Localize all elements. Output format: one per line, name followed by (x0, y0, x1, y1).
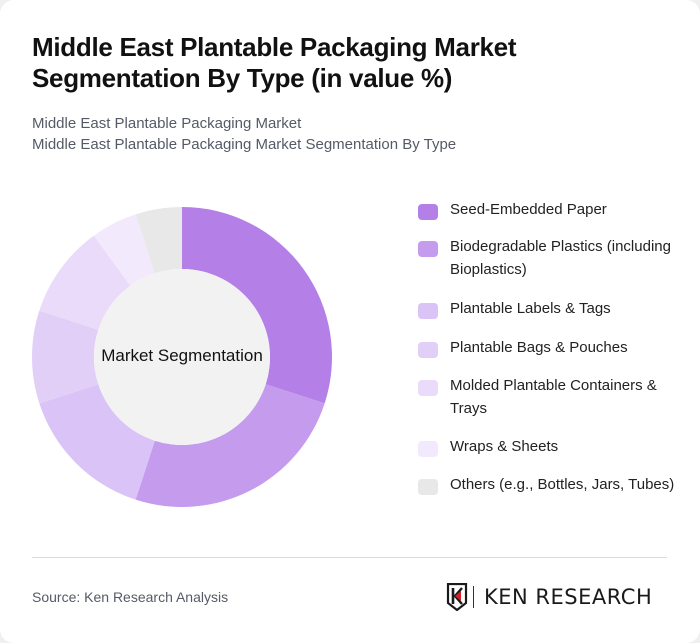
chart-subtitle: Middle East Plantable Packaging Market M… (32, 113, 672, 155)
legend-swatch (418, 303, 438, 319)
donut-slice[interactable] (39, 384, 155, 500)
legend-item-plantable-bags-pouches[interactable]: Plantable Bags & Pouches (418, 336, 678, 359)
legend-label: Plantable Bags & Pouches (450, 339, 628, 356)
legend-swatch (418, 441, 438, 457)
logo-separator (473, 586, 474, 608)
footer-divider (32, 557, 667, 558)
legend-label: Seed-Embedded Paper (450, 201, 607, 218)
donut-slice[interactable] (135, 207, 182, 274)
donut-slice[interactable] (93, 214, 155, 286)
subtitle-market: Middle East Plantable Packaging Market (32, 115, 302, 132)
legend-item-biodegradable-plastics[interactable]: Biodegradable Plastics (including Biopla… (418, 235, 678, 281)
donut-slice[interactable] (39, 235, 131, 330)
chart-title: Middle East Plantable Packaging Market S… (32, 32, 517, 93)
legend-label: Wraps & Sheets (450, 438, 559, 455)
legend-swatch (418, 380, 438, 396)
legend-label: Biodegradable Plastics (including Biopla… (450, 238, 671, 278)
legend-item-seed-embedded-paper[interactable]: Seed-Embedded Paper (418, 198, 678, 221)
legend-swatch (418, 342, 438, 358)
subtitle-segmentation: Middle East Plantable Packaging Market S… (32, 136, 457, 153)
donut-svg (32, 207, 332, 507)
legend-item-wraps-sheets[interactable]: Wraps & Sheets (418, 435, 678, 458)
logo-text: KEN RESEARCH (484, 585, 653, 609)
legend-swatch (418, 204, 438, 220)
ken-research-k-shield-icon (446, 583, 468, 611)
source-note: Source: Ken Research Analysis (32, 589, 229, 605)
donut-slice[interactable] (135, 384, 325, 507)
legend-item-plantable-labels-tags[interactable]: Plantable Labels & Tags (418, 297, 678, 320)
donut-hole (94, 269, 270, 445)
legend-label: Others (e.g., Bottles, Jars, Tubes) (450, 476, 675, 493)
legend-label: Molded Plantable Containers & Trays (450, 377, 657, 417)
donut-chart: Market Segmentation (32, 207, 332, 507)
legend-swatch (418, 479, 438, 495)
donut-slice[interactable] (182, 207, 332, 404)
donut-center-label: Market Segmentation (101, 346, 263, 365)
legend-label: Plantable Labels & Tags (450, 300, 611, 317)
legend-item-others[interactable]: Others (e.g., Bottles, Jars, Tubes) (418, 473, 678, 496)
donut-slice[interactable] (32, 310, 99, 404)
ken-research-logo: KEN RESEARCH (446, 583, 670, 611)
legend-swatch (418, 241, 438, 257)
legend-item-molded-containers-trays[interactable]: Molded Plantable Containers & Trays (418, 374, 678, 420)
